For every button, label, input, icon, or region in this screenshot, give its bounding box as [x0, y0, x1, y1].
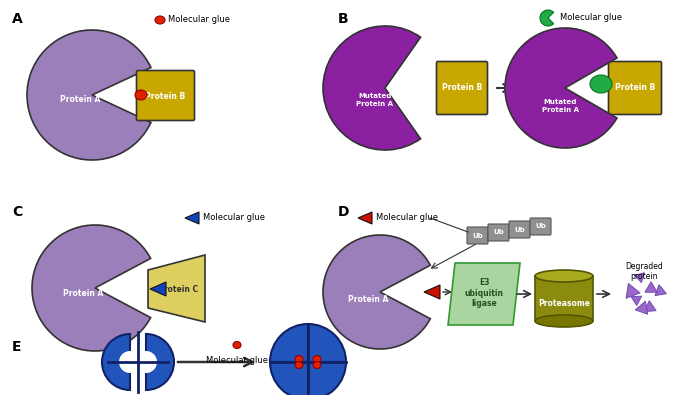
Text: Molecular glue: Molecular glue: [168, 15, 230, 24]
Text: Molecular glue: Molecular glue: [206, 356, 268, 365]
Text: Ub: Ub: [493, 229, 504, 235]
Wedge shape: [308, 324, 346, 362]
Ellipse shape: [535, 315, 593, 327]
Text: Ub: Ub: [514, 226, 525, 233]
Polygon shape: [626, 283, 640, 298]
Ellipse shape: [313, 356, 321, 363]
Text: Mutated
Protein A: Mutated Protein A: [356, 94, 394, 107]
FancyBboxPatch shape: [467, 227, 488, 244]
Polygon shape: [644, 301, 656, 312]
Polygon shape: [655, 285, 666, 295]
Text: Ub: Ub: [535, 224, 546, 229]
Wedge shape: [540, 10, 553, 26]
Ellipse shape: [590, 75, 612, 93]
Polygon shape: [448, 263, 520, 325]
Text: Mutated
Protein A: Mutated Protein A: [541, 100, 578, 113]
Wedge shape: [270, 324, 308, 362]
FancyBboxPatch shape: [131, 360, 145, 390]
Wedge shape: [102, 334, 130, 390]
Wedge shape: [505, 28, 617, 148]
Text: Molecular glue: Molecular glue: [376, 214, 438, 222]
Text: Molecular glue: Molecular glue: [560, 13, 622, 23]
FancyBboxPatch shape: [131, 332, 145, 364]
Ellipse shape: [155, 16, 165, 24]
FancyBboxPatch shape: [437, 62, 487, 115]
FancyBboxPatch shape: [509, 221, 530, 238]
FancyBboxPatch shape: [608, 62, 662, 115]
Text: Molecular glue: Molecular glue: [203, 214, 265, 222]
Text: Protein B: Protein B: [145, 92, 186, 101]
Text: D: D: [338, 205, 350, 219]
Text: E3
ubiquitin
ligase: E3 ubiquitin ligase: [464, 278, 504, 308]
Wedge shape: [32, 225, 151, 351]
Wedge shape: [108, 362, 168, 392]
Wedge shape: [108, 332, 168, 362]
Polygon shape: [634, 273, 645, 283]
Text: Ub: Ub: [472, 233, 483, 239]
Polygon shape: [150, 282, 166, 296]
Wedge shape: [308, 362, 346, 395]
Polygon shape: [148, 255, 205, 322]
Text: Protein A: Protein A: [348, 295, 388, 305]
Text: Protein B: Protein B: [615, 83, 655, 92]
Ellipse shape: [119, 351, 141, 373]
Ellipse shape: [295, 356, 303, 363]
Polygon shape: [185, 212, 199, 224]
Polygon shape: [358, 212, 372, 224]
Wedge shape: [323, 235, 431, 349]
Wedge shape: [270, 362, 308, 395]
FancyBboxPatch shape: [136, 70, 194, 120]
Text: Protein A: Protein A: [63, 288, 103, 297]
Ellipse shape: [295, 361, 303, 369]
FancyBboxPatch shape: [535, 276, 593, 321]
FancyBboxPatch shape: [530, 218, 551, 235]
Ellipse shape: [233, 342, 241, 348]
Ellipse shape: [108, 332, 168, 392]
FancyBboxPatch shape: [488, 224, 509, 241]
Wedge shape: [323, 26, 421, 150]
Text: Protein B: Protein B: [442, 83, 482, 92]
Text: Degraded
protein: Degraded protein: [625, 262, 663, 281]
Polygon shape: [645, 282, 657, 292]
Text: E: E: [12, 340, 22, 354]
Polygon shape: [424, 285, 440, 299]
Ellipse shape: [135, 90, 147, 100]
Ellipse shape: [535, 270, 593, 282]
Text: C: C: [12, 205, 22, 219]
Ellipse shape: [135, 351, 157, 373]
Ellipse shape: [313, 361, 321, 369]
Polygon shape: [631, 296, 642, 306]
Polygon shape: [635, 301, 648, 314]
Text: A: A: [12, 12, 23, 26]
Text: Protein C: Protein C: [158, 284, 198, 293]
Text: Protein A: Protein A: [60, 96, 100, 105]
Text: B: B: [338, 12, 348, 26]
Text: Proteasome: Proteasome: [538, 299, 590, 307]
Wedge shape: [27, 30, 151, 160]
Wedge shape: [146, 334, 174, 390]
